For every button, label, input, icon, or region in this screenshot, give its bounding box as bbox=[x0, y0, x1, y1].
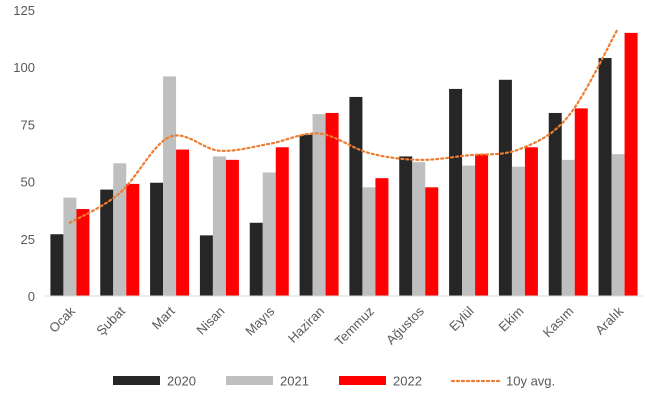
legend-label: 10y avg. bbox=[506, 374, 555, 389]
bar-2022 bbox=[425, 187, 439, 296]
x-tick-label: Haziran bbox=[285, 304, 327, 346]
bar-2022 bbox=[574, 108, 588, 296]
bar-2022 bbox=[475, 154, 489, 296]
legend-item: 2020 bbox=[113, 374, 196, 389]
bar-2021 bbox=[412, 162, 426, 296]
legend-label: 2021 bbox=[280, 374, 309, 389]
x-tick-label: Temmuz bbox=[332, 304, 377, 349]
bar-2020 bbox=[399, 156, 413, 296]
x-axis: Ocak Şubat Mart Nisan Mayıs Haziran Temmuz Ağus… bbox=[46, 303, 627, 349]
legend: 2020 2021 2022 10y avg. bbox=[113, 374, 555, 389]
x-tick-label: Nisan bbox=[193, 304, 227, 338]
bar-2021 bbox=[362, 187, 376, 296]
y-tick-label: 25 bbox=[21, 232, 35, 247]
x-tick-label: Aralık bbox=[592, 303, 626, 337]
legend-item: 2021 bbox=[226, 374, 309, 389]
bar-2021 bbox=[212, 156, 226, 296]
bar-2020 bbox=[150, 182, 164, 296]
bar-2021 bbox=[511, 166, 525, 296]
bar-2022 bbox=[225, 159, 239, 296]
y-tick-label: 75 bbox=[21, 117, 35, 132]
legend-label: 2022 bbox=[393, 374, 422, 389]
x-tick-label: Şubat bbox=[93, 303, 128, 338]
legend-item: 2022 bbox=[339, 374, 422, 389]
legend-swatch bbox=[339, 376, 386, 385]
y-tick-label: 100 bbox=[13, 60, 35, 75]
bar-2020 bbox=[598, 58, 612, 296]
bar-2021 bbox=[312, 114, 326, 296]
legend-item: 10y avg. bbox=[450, 374, 555, 389]
bar-2022 bbox=[76, 209, 90, 296]
bar-2022 bbox=[524, 147, 538, 296]
bar-2021 bbox=[113, 163, 127, 296]
bar-2020 bbox=[100, 189, 114, 296]
x-tick-label: Ocak bbox=[46, 303, 78, 335]
bar-2020 bbox=[299, 134, 313, 296]
y-tick-label: 0 bbox=[28, 289, 35, 304]
y-tick-label: 125 bbox=[13, 3, 35, 18]
bar-2022 bbox=[275, 147, 289, 296]
bar-2021 bbox=[63, 197, 77, 296]
bar-2020 bbox=[498, 79, 512, 296]
x-tick-label: Kasım bbox=[540, 304, 577, 341]
legend-swatch bbox=[113, 376, 160, 385]
bar-2020 bbox=[349, 96, 363, 296]
bar-2020 bbox=[249, 222, 263, 296]
avg-line-path bbox=[68, 27, 620, 224]
y-axis: 0 25 50 75 100 125 bbox=[13, 3, 35, 304]
bar-2021 bbox=[462, 165, 476, 296]
bar-2020 bbox=[50, 234, 64, 296]
bar-2021 bbox=[163, 76, 177, 297]
legend-swatch bbox=[226, 376, 273, 385]
bar-2021 bbox=[611, 154, 625, 296]
y-tick-label: 50 bbox=[21, 175, 35, 190]
bar-2020 bbox=[548, 112, 562, 297]
bar-2021 bbox=[561, 159, 575, 296]
bar-2022 bbox=[375, 178, 389, 296]
avg-line bbox=[68, 27, 620, 224]
bar-2020 bbox=[449, 88, 463, 296]
bar-2022 bbox=[624, 32, 638, 296]
x-tick-label: Mayıs bbox=[242, 303, 277, 338]
bars bbox=[50, 32, 638, 297]
bar-2021 bbox=[262, 172, 276, 296]
legend-label: 2020 bbox=[167, 374, 196, 389]
bar-2020 bbox=[199, 235, 213, 296]
bar-2022 bbox=[126, 183, 140, 296]
x-tick-label: Ağustos bbox=[383, 303, 427, 347]
bar-2022 bbox=[325, 112, 339, 297]
bar-2022 bbox=[176, 149, 190, 296]
x-tick-label: Eylül bbox=[446, 303, 477, 334]
x-tick-label: Ekim bbox=[496, 304, 527, 335]
x-tick-label: Mart bbox=[149, 303, 178, 332]
